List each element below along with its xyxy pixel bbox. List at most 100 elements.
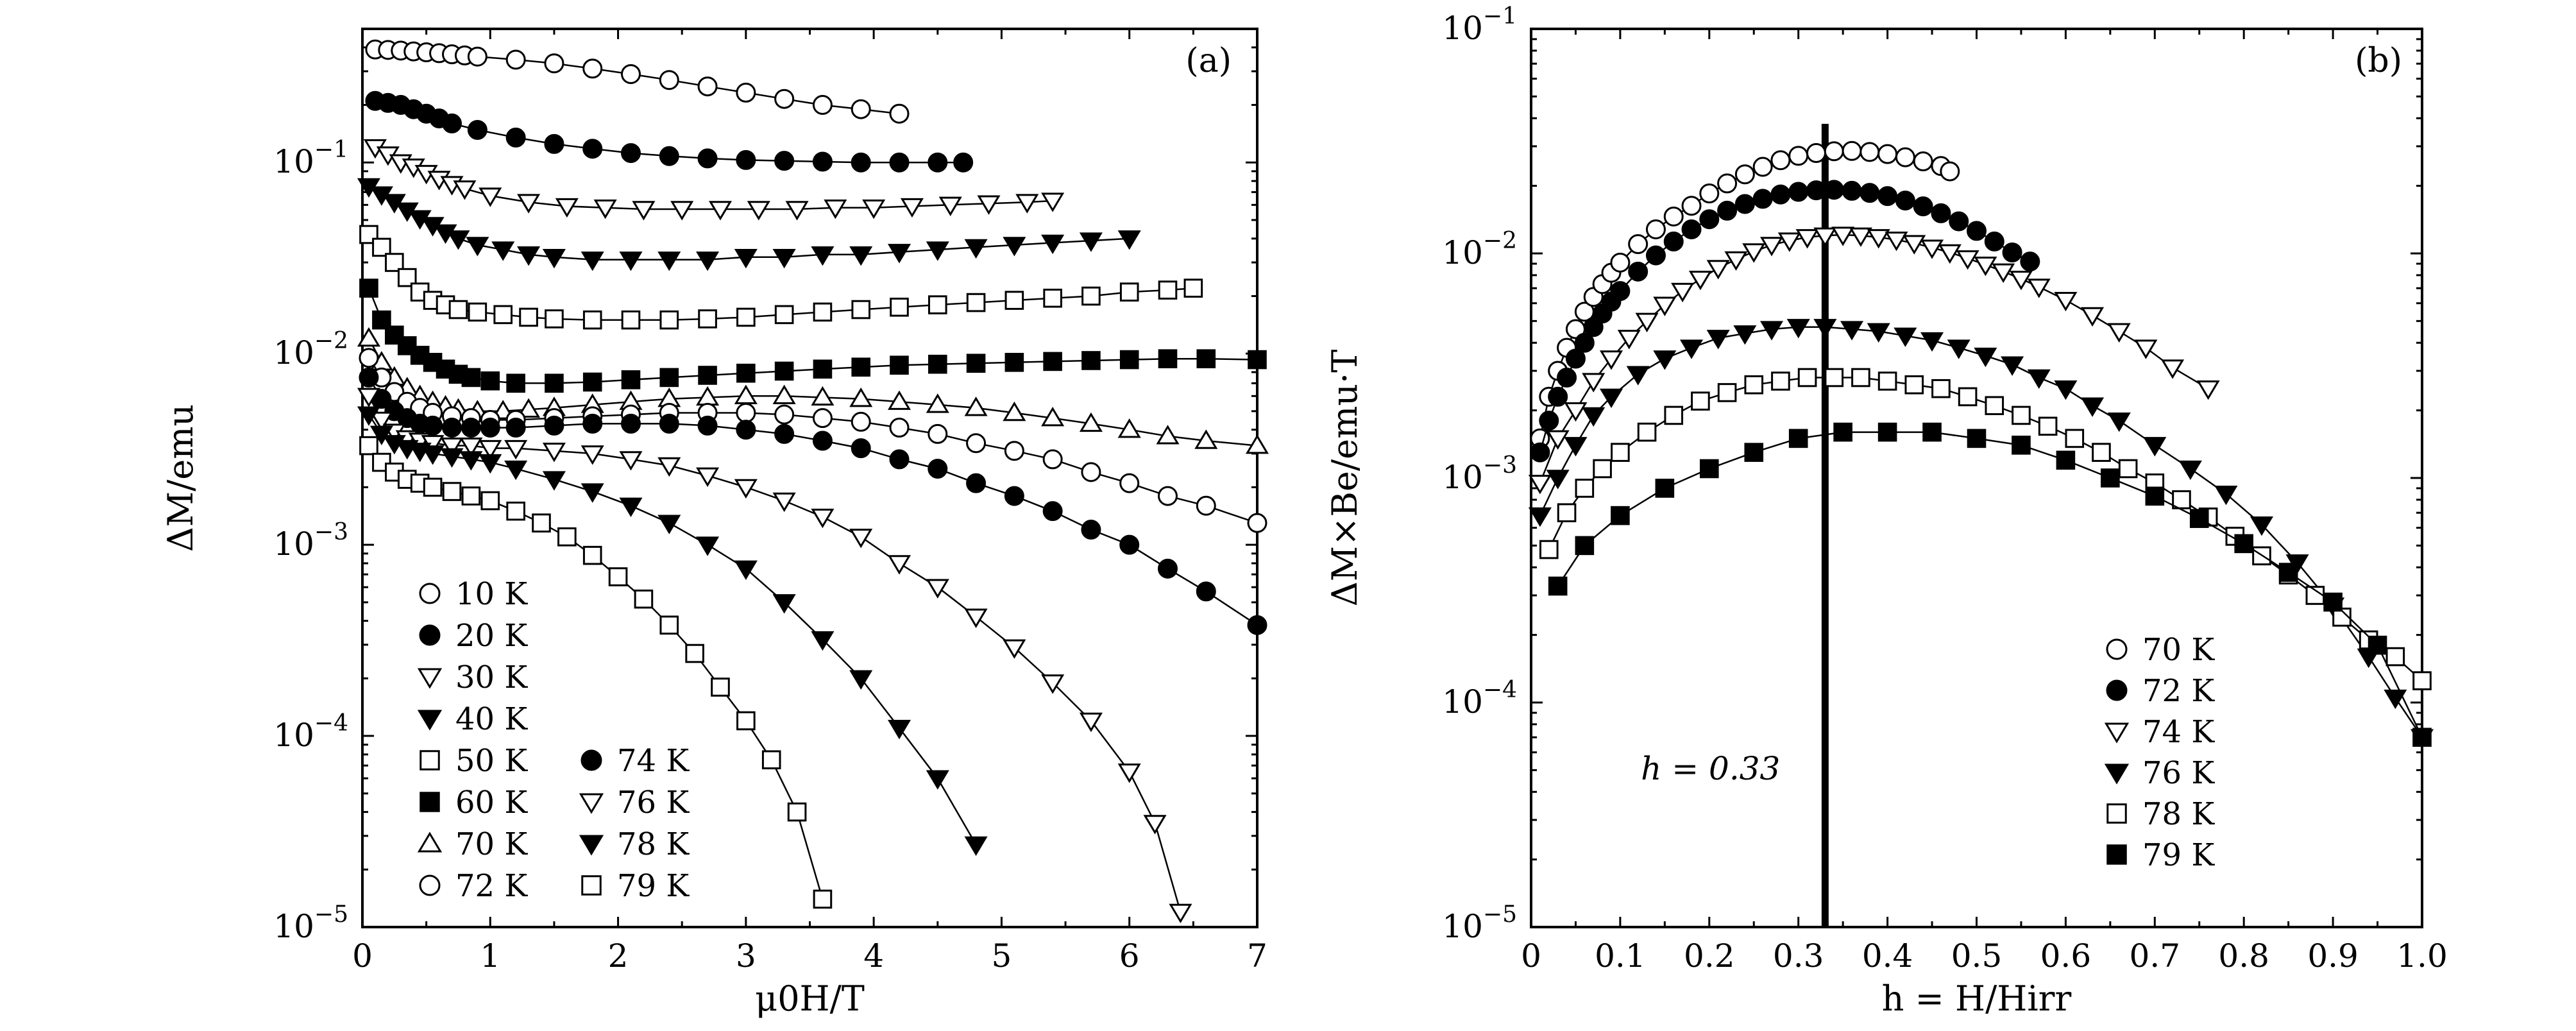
data-point	[1574, 332, 1595, 353]
data-point	[1041, 407, 1065, 427]
x-tick-label: 0.7	[2130, 937, 2181, 975]
data-point	[1752, 189, 1773, 209]
data-point	[659, 368, 679, 388]
data-point	[580, 251, 604, 271]
y-tick-label: 10−4	[1442, 677, 1517, 720]
data-point	[517, 194, 541, 214]
data-point	[1539, 540, 1559, 559]
y-tick-exponent: −2	[1483, 228, 1517, 254]
data-point	[542, 471, 566, 491]
data-point	[2323, 592, 2343, 612]
data-point	[698, 309, 717, 328]
data-point	[1733, 325, 1757, 345]
data-point	[1015, 194, 1039, 214]
series-30-K	[363, 139, 1065, 221]
y-axis-title: ΔM×Be/emu·T	[1325, 350, 1365, 607]
data-point	[887, 555, 911, 575]
data-point	[1004, 486, 1024, 506]
data-point	[696, 467, 720, 487]
data-point	[442, 418, 462, 438]
data-point	[1248, 350, 1267, 370]
data-point	[2002, 242, 2022, 262]
legend-marker	[419, 874, 441, 896]
data-point	[2081, 307, 2105, 327]
legend-entry: 76 K	[579, 785, 690, 821]
data-point	[593, 200, 617, 219]
data-point	[774, 423, 795, 444]
legend-entry: 70 K	[2106, 632, 2215, 668]
data-point	[659, 146, 679, 166]
data-point	[1546, 470, 1570, 490]
data-point	[517, 246, 541, 266]
data-point	[1557, 503, 1577, 523]
data-point	[1158, 349, 1178, 368]
data-point	[1004, 353, 1024, 372]
y-tick-exponent: −1	[314, 137, 348, 163]
legend-entry: 60 K	[419, 785, 528, 821]
data-point	[1913, 196, 1933, 217]
legend-label: 40 K	[455, 701, 528, 737]
data-point	[357, 327, 381, 347]
legend-marker	[579, 793, 604, 814]
data-point	[2101, 468, 2120, 488]
data-point	[421, 445, 445, 465]
data-point	[619, 251, 643, 271]
y-tick-exponent: −3	[1483, 452, 1517, 479]
data-point	[685, 643, 704, 663]
data-point	[1081, 351, 1101, 370]
data-point	[1840, 321, 1864, 341]
data-point	[440, 448, 464, 468]
data-point	[2384, 689, 2407, 710]
y-tick-exponent: −1	[1483, 3, 1517, 30]
legend-label: 78 K	[2142, 796, 2215, 832]
data-point	[890, 297, 909, 317]
data-point	[608, 567, 628, 586]
data-point	[1806, 142, 1826, 163]
data-point	[1920, 239, 1944, 259]
data-point	[2214, 486, 2238, 506]
data-point	[1143, 815, 1167, 835]
data-point	[1528, 475, 1552, 495]
data-point	[1724, 251, 1748, 271]
data-point	[1931, 379, 1951, 398]
data-point	[772, 248, 796, 269]
series-78-K	[1539, 368, 2432, 690]
data-point	[2027, 278, 2051, 298]
data-point	[696, 251, 720, 271]
data-point	[1196, 349, 1216, 368]
y-tick-base: 10	[273, 908, 314, 945]
data-point	[734, 248, 758, 269]
legend-marker	[419, 624, 441, 646]
data-point	[1681, 196, 1702, 216]
data-point	[1770, 150, 1791, 171]
data-point	[811, 246, 835, 266]
data-point	[928, 152, 948, 173]
data-point	[2385, 647, 2405, 667]
data-point	[659, 413, 679, 434]
data-point	[966, 354, 986, 373]
data-point	[504, 460, 528, 481]
data-point	[1245, 434, 1269, 454]
data-point	[621, 310, 641, 330]
y-tick-exponent: −2	[314, 328, 348, 354]
data-point	[928, 459, 948, 479]
data-point	[813, 889, 833, 909]
legend-marker	[579, 835, 604, 856]
data-point	[372, 310, 391, 330]
y-tick-base: 10	[273, 143, 314, 180]
data-point	[889, 152, 910, 173]
data-point	[928, 354, 947, 374]
data-point	[1967, 429, 1987, 448]
data-point	[2092, 443, 2111, 462]
legend-marker	[2106, 844, 2127, 865]
data-point	[1842, 180, 1862, 201]
data-point	[545, 373, 564, 393]
data-point	[1557, 367, 1577, 388]
legend-label: 20 K	[455, 618, 528, 654]
data-point	[1679, 339, 1704, 359]
legend-marker	[417, 710, 443, 731]
data-point	[774, 361, 794, 381]
legend-marker	[580, 749, 602, 771]
data-point	[1920, 332, 1944, 352]
